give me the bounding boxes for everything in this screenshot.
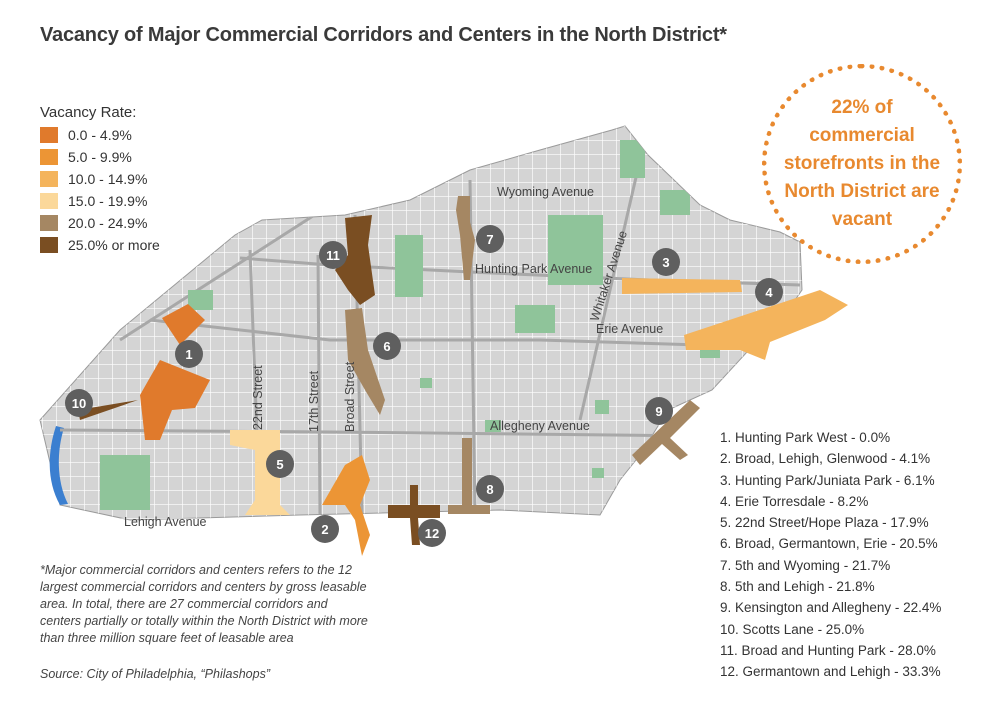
corridor-7 [456, 196, 475, 280]
marker-12[interactable]: 12 [418, 519, 446, 547]
corridor-list-item: 3. Hunting Park/Juniata Park - 6.1% [720, 472, 935, 488]
corridor-list-item: 12. Germantown and Lehigh - 33.3% [720, 664, 941, 680]
legend-label: 15.0 - 19.9% [68, 193, 148, 209]
marker-6[interactable]: 6 [373, 332, 401, 360]
legend-label: 20.0 - 24.9% [68, 215, 148, 231]
corridor-list-item: 8. 5th and Lehigh - 21.8% [720, 579, 875, 595]
svg-text:10: 10 [72, 396, 86, 411]
legend-item: 25.0% or more [40, 234, 160, 256]
corridor-list-item: 10. Scotts Lane - 25.0% [720, 621, 865, 637]
corridor-list-item: 4. Erie Torresdale - 8.2% [720, 493, 869, 509]
marker-1[interactable]: 1 [175, 340, 203, 368]
legend-label: 0.0 - 4.9% [68, 127, 132, 143]
legend-title: Vacancy Rate: [40, 104, 137, 121]
source-note: Source: City of Philadelphia, “Philashop… [40, 667, 270, 681]
legend-swatch [40, 127, 58, 143]
street-label-lehigh: Lehigh Avenue [124, 515, 207, 529]
corridor-6 [345, 308, 385, 415]
legend-label: 25.0% or more [68, 237, 160, 253]
marker-2[interactable]: 2 [311, 515, 339, 543]
svg-text:12: 12 [425, 526, 439, 541]
corridor-3 [622, 278, 742, 294]
street-label-broad: Broad Street [343, 361, 357, 432]
legend-label: 10.0 - 14.9% [68, 171, 148, 187]
corridor-list-item: 5. 22nd Street/Hope Plaza - 17.9% [720, 515, 929, 531]
corridor-11 [335, 215, 375, 305]
corridor-list-item: 2. Broad, Lehigh, Glenwood - 4.1% [720, 451, 931, 467]
street-label-17th: 17th Street [307, 370, 321, 432]
legend-item: 5.0 - 9.9% [40, 146, 160, 168]
callout-text: 22% of commercial storefronts in the Nor… [783, 97, 941, 230]
corridor-list-item: 6. Broad, Germantown, Erie - 20.5% [720, 536, 938, 552]
legend-swatch [40, 193, 58, 209]
legend-swatch [40, 149, 58, 165]
corridor-1 [140, 304, 210, 440]
legend-swatch [40, 237, 58, 253]
svg-text:4: 4 [765, 285, 773, 300]
legend-swatch [40, 171, 58, 187]
legend-swatch [40, 215, 58, 231]
map-title: Vacancy of Major Commercial Corridors an… [40, 24, 727, 46]
svg-text:7: 7 [486, 232, 493, 247]
svg-text:2: 2 [321, 522, 328, 537]
corridor-list-item: 11. Broad and Hunting Park - 28.0% [720, 642, 936, 658]
marker-3[interactable]: 3 [652, 248, 680, 276]
legend-label: 5.0 - 9.9% [68, 149, 132, 165]
svg-text:1: 1 [185, 347, 192, 362]
marker-11[interactable]: 11 [319, 241, 347, 269]
corridor-list-item: 7. 5th and Wyoming - 21.7% [720, 557, 891, 573]
corridor-12 [388, 485, 440, 545]
vacancy-legend: Vacancy Rate: 0.0 - 4.9% 5.0 - 9.9% 10.0… [40, 104, 160, 256]
corridor-list-item: 9. Kensington and Allegheny - 22.4% [720, 600, 942, 616]
corridor-9 [632, 400, 700, 465]
corridor-4 [684, 290, 848, 360]
street-label-allegheny: Allegheny Avenue [490, 419, 590, 433]
legend-item: 10.0 - 14.9% [40, 168, 160, 190]
corridor-10 [78, 400, 138, 420]
marker-7[interactable]: 7 [476, 225, 504, 253]
vacancy-callout: 22% of commercial storefronts in the Nor… [762, 64, 962, 264]
corridor-markers: 1 2 3 4 5 6 7 8 9 10 11 12 [65, 225, 783, 547]
corridor-2 [322, 455, 370, 556]
legend-item: 15.0 - 19.9% [40, 190, 160, 212]
corridor-8 [448, 438, 490, 514]
marker-10[interactable]: 10 [65, 389, 93, 417]
street-label-wyoming: Wyoming Avenue [497, 185, 594, 199]
svg-text:3: 3 [662, 255, 669, 270]
svg-text:6: 6 [383, 339, 390, 354]
marker-4[interactable]: 4 [755, 278, 783, 306]
svg-text:11: 11 [326, 248, 340, 263]
street-label-erie: Erie Avenue [596, 322, 663, 336]
svg-text:5: 5 [276, 457, 283, 472]
marker-5[interactable]: 5 [266, 450, 294, 478]
svg-text:8: 8 [486, 482, 493, 497]
river [49, 426, 68, 505]
svg-text:9: 9 [655, 404, 662, 419]
legend-item: 0.0 - 4.9% [40, 124, 160, 146]
footnote: *Major commercial corridors and centers … [40, 563, 368, 645]
street-label-hunting-park: Hunting Park Avenue [475, 262, 592, 276]
marker-8[interactable]: 8 [476, 475, 504, 503]
street-label-22nd: 22nd Street [251, 365, 265, 430]
corridor-list-item: 1. Hunting Park West - 0.0% [720, 430, 891, 445]
legend-item: 20.0 - 24.9% [40, 212, 160, 234]
marker-9[interactable]: 9 [645, 397, 673, 425]
corridor-list: 1. Hunting Park West - 0.0% 2. Broad, Le… [720, 427, 941, 683]
